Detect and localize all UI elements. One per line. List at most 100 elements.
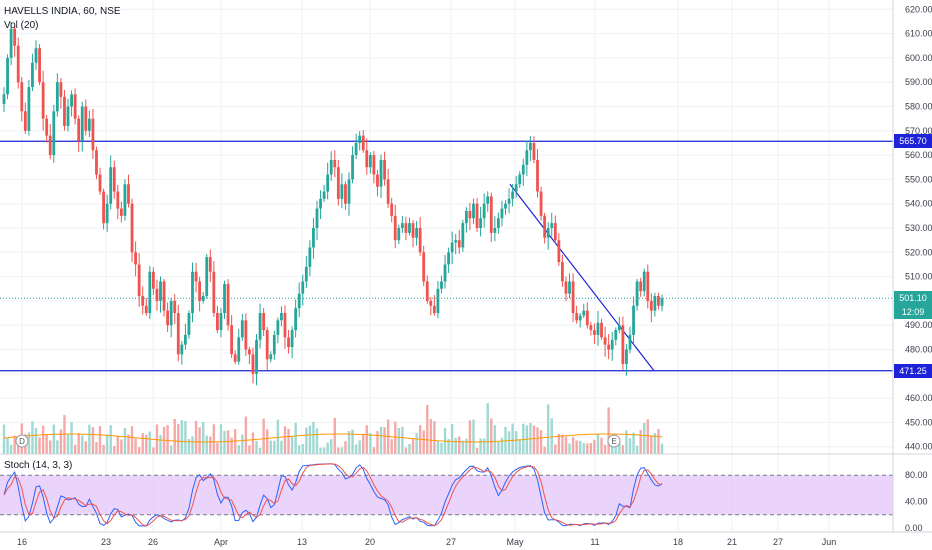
volume-bar	[344, 441, 347, 454]
volume-bar	[308, 425, 312, 454]
price-tick-label: 520.00	[905, 247, 932, 257]
volume-bar	[557, 433, 561, 454]
candle-body	[280, 313, 283, 321]
price-tick-label: 560.00	[905, 150, 932, 160]
candle-body	[361, 135, 365, 151]
volume-bar	[632, 432, 635, 454]
volume-bar	[358, 440, 361, 454]
candle-body	[205, 257, 209, 297]
candle-body	[52, 111, 56, 156]
price-tick-label: 490.00	[905, 320, 932, 330]
time-tick-label: 20	[365, 537, 375, 547]
candle-body	[639, 281, 643, 292]
volume-bar	[522, 423, 525, 454]
volume-bar	[287, 428, 290, 454]
countdown-label: 12:09	[894, 305, 932, 320]
volume-bar	[536, 427, 539, 454]
candle-body	[34, 48, 38, 63]
candle-body	[571, 281, 575, 314]
candle-body	[383, 159, 386, 180]
volume-bar	[276, 419, 280, 454]
volume-bar	[73, 444, 77, 454]
candle-body	[596, 322, 600, 335]
candle-body	[358, 135, 362, 143]
candles	[2, 21, 664, 386]
price-tick-label: 620.00	[905, 4, 932, 14]
volume-bar	[137, 447, 141, 454]
volume-bar	[593, 439, 596, 454]
candle-body	[41, 82, 45, 119]
candle-body	[436, 288, 440, 314]
volume-bar	[152, 447, 155, 454]
volume-bar	[486, 403, 489, 454]
volume-bar	[315, 428, 319, 454]
candle-body	[585, 310, 589, 326]
candle-body	[63, 96, 66, 126]
volume-bar	[2, 424, 6, 454]
volume-label: Vol (20)	[4, 20, 39, 31]
candle-body	[500, 208, 504, 219]
candle-body	[518, 174, 522, 185]
volume-bar	[614, 445, 617, 454]
volume-bar	[262, 418, 265, 454]
candle-body	[123, 184, 127, 216]
volume-bar	[145, 434, 148, 454]
candle-body	[418, 228, 422, 253]
candle-body	[155, 288, 159, 301]
candle-body	[180, 344, 184, 355]
volume-bar	[514, 431, 518, 454]
price-tick-label: 540.00	[905, 199, 932, 209]
volume-bar	[326, 442, 329, 454]
volume-bar	[148, 431, 152, 454]
volume-bar	[9, 444, 13, 454]
stoch-tick-label: 0.00	[905, 523, 923, 533]
stochastic-pane	[0, 463, 893, 527]
time-tick-label: 27	[446, 537, 456, 547]
candle-body	[230, 325, 234, 355]
volume-bar	[586, 443, 589, 454]
candle-body	[340, 184, 344, 199]
volume-bar	[639, 429, 642, 454]
volume-bar	[130, 426, 134, 454]
candle-body	[625, 349, 628, 365]
candle-body	[258, 313, 262, 340]
volume-bar	[6, 438, 9, 454]
candle-body	[600, 322, 603, 338]
candle-body	[216, 313, 219, 331]
candle-body	[2, 94, 6, 105]
candle-body	[454, 240, 458, 243]
volume-bar	[390, 438, 393, 454]
candle-body	[400, 223, 404, 228]
horizontal-lines[interactable]	[0, 140, 893, 372]
candle-body	[244, 320, 248, 350]
candle-body	[137, 264, 141, 297]
candle-body	[198, 281, 202, 301]
candle-body	[635, 281, 639, 306]
price-tick-label: 580.00	[905, 101, 932, 111]
volume-bar	[472, 419, 475, 454]
volume-bar	[340, 447, 344, 454]
candle-body	[31, 62, 34, 88]
volume-bar	[233, 429, 237, 454]
candle-body	[653, 296, 657, 311]
time-tick-label: Jun	[822, 537, 837, 547]
candle-body	[102, 191, 105, 224]
chart-title: HAVELLS INDIA, 60, NSE	[4, 6, 121, 17]
candle-body	[372, 155, 376, 175]
candle-body	[432, 305, 436, 314]
candle-body	[621, 325, 625, 365]
candle-body	[422, 252, 426, 282]
volume-bar	[422, 430, 425, 454]
volume-bar	[440, 442, 443, 454]
candle-body	[336, 167, 340, 199]
volume-bar	[105, 434, 109, 454]
volume-bar	[404, 447, 408, 454]
candle-body	[429, 300, 433, 306]
volume-bar	[312, 421, 315, 454]
candle-body	[77, 118, 81, 141]
volume-bar	[600, 437, 603, 454]
volume-bar	[333, 418, 336, 454]
grid	[0, 0, 893, 532]
